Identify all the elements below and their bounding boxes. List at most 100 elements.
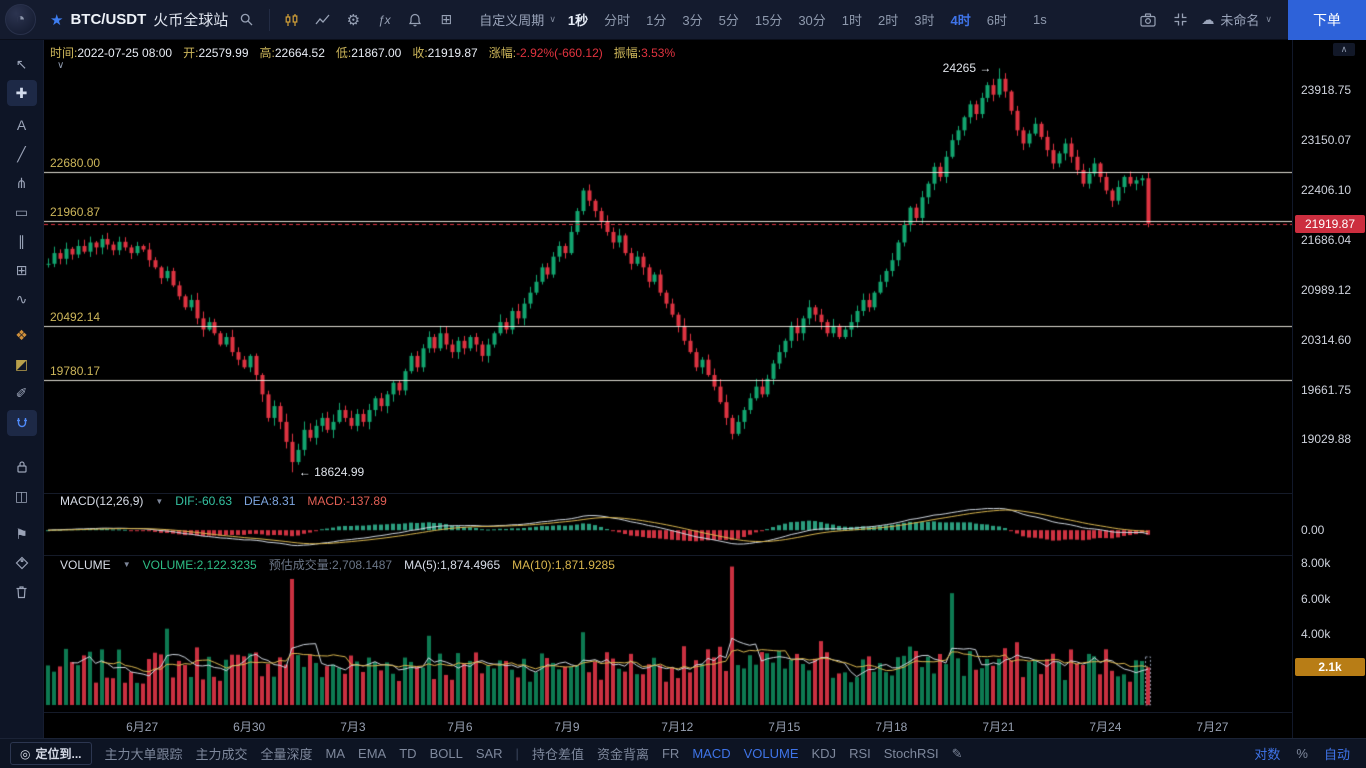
bottom-item-BOLL[interactable]: BOLL bbox=[429, 746, 463, 761]
scale-item-%[interactable]: % bbox=[1296, 746, 1308, 761]
indicator-item-StochRSI[interactable]: StochRSI bbox=[883, 746, 939, 761]
chevron-down-icon[interactable]: ▼ bbox=[155, 496, 164, 506]
wave-icon: ∿ bbox=[15, 290, 28, 307]
price-line-label: 21960.87 bbox=[50, 204, 101, 219]
macd-title[interactable]: MACD(12,26,9) bbox=[60, 494, 144, 508]
alert-icon[interactable] bbox=[404, 9, 426, 31]
indicator-item-持仓差值[interactable]: 持仓差值 bbox=[531, 747, 584, 762]
bottom-item-EMA[interactable]: EMA bbox=[358, 746, 387, 761]
price-tick: 23150.07 bbox=[1301, 133, 1352, 148]
trendline-tool[interactable]: ╱ bbox=[7, 141, 37, 167]
brush-icon: ❖ bbox=[15, 326, 28, 343]
flag-tool[interactable]: ⚑ bbox=[7, 521, 37, 547]
compare-icon[interactable] bbox=[311, 9, 333, 31]
kline-style-icon[interactable] bbox=[280, 9, 302, 31]
indicators-icon[interactable]: ƒx bbox=[377, 12, 391, 27]
collapse-info-icon[interactable]: ∨ bbox=[57, 60, 65, 71]
time-tick: 7月21 bbox=[982, 720, 1015, 734]
magnet-icon bbox=[15, 416, 29, 430]
timeframe-30分[interactable]: 30分 bbox=[798, 13, 826, 28]
settings-icon[interactable]: ⚙ bbox=[346, 11, 361, 29]
pattern-tool[interactable]: ◩ bbox=[7, 351, 37, 377]
crosshair-tool[interactable]: ✚ bbox=[6, 80, 37, 106]
timeframe-3时[interactable]: 3时 bbox=[914, 13, 935, 28]
macd-panel-canvas[interactable] bbox=[44, 493, 1292, 555]
bottom-item-主力成交[interactable]: 主力成交 bbox=[195, 747, 248, 762]
chart-tools-group: ⚙ ƒx ⊞ bbox=[270, 9, 467, 31]
wave-tool[interactable]: ∿ bbox=[7, 286, 37, 312]
indicator-item-资金背离[interactable]: 资金背离 bbox=[596, 747, 649, 762]
scale-item-自动[interactable]: 自动 bbox=[1323, 747, 1350, 762]
timeframe-6时[interactable]: 6时 bbox=[986, 13, 1007, 28]
time-tick: 7月3 bbox=[340, 720, 366, 734]
timeframe-4时[interactable]: 4时 bbox=[950, 13, 971, 28]
custom-period-menu[interactable]: 自定义周期 ∨ bbox=[479, 10, 556, 29]
bottom-item-SAR[interactable]: SAR bbox=[475, 746, 503, 761]
info-label: 振幅: bbox=[613, 46, 642, 60]
info-value: 21919.87 bbox=[427, 46, 478, 60]
timeframe-分时[interactable]: 分时 bbox=[604, 13, 631, 28]
channel-tool[interactable]: ∥ bbox=[7, 228, 37, 254]
search-icon[interactable] bbox=[235, 9, 257, 31]
grid-tool[interactable]: ⊞ bbox=[7, 257, 37, 283]
locate-button[interactable]: ◎ 定位到... bbox=[10, 742, 92, 765]
cursor-icon: ↖ bbox=[15, 55, 28, 72]
channel-icon: ∥ bbox=[18, 232, 25, 249]
timeframe-1s[interactable]: 1s bbox=[1032, 12, 1047, 27]
volume-title[interactable]: VOLUME bbox=[60, 557, 111, 572]
rectangle-tool[interactable]: ▭ bbox=[7, 199, 37, 225]
place-order-button[interactable]: 下单 bbox=[1288, 0, 1366, 40]
trash-tool[interactable] bbox=[7, 579, 37, 605]
time-tick: 7月12 bbox=[661, 720, 694, 734]
bottom-item-全量深度[interactable]: 全量深度 bbox=[260, 747, 313, 762]
text-tool[interactable]: A bbox=[7, 112, 37, 138]
rename-tool[interactable] bbox=[7, 550, 37, 576]
symbol-selector[interactable]: ★ BTC/USDT 火币全球站 bbox=[46, 8, 271, 31]
lock-tool[interactable] bbox=[7, 454, 37, 480]
timeframe-3分[interactable]: 3分 bbox=[682, 13, 703, 28]
screenshot-icon[interactable] bbox=[1137, 9, 1159, 31]
layers-icon: ◫ bbox=[14, 487, 29, 504]
timeframe-1时[interactable]: 1时 bbox=[841, 13, 863, 28]
indicator-settings-icon[interactable]: ✎ bbox=[951, 745, 963, 761]
timeframe-5分[interactable]: 5分 bbox=[718, 13, 739, 28]
price-axis[interactable]: ∧ 21919.87 0.00 2.1k 23918.75 23150.07 224… bbox=[1292, 40, 1366, 738]
chevron-down-icon[interactable]: ▼ bbox=[122, 560, 131, 569]
time-tick: 7月27 bbox=[1196, 720, 1229, 734]
main-chart-canvas[interactable] bbox=[44, 40, 1292, 493]
cursor-tool[interactable]: ↖ bbox=[7, 51, 37, 77]
cloud-icon: ☁ bbox=[1201, 11, 1215, 27]
volume-panel-canvas[interactable] bbox=[44, 555, 1292, 712]
favorite-star-icon[interactable]: ★ bbox=[50, 11, 64, 29]
bottom-item-主力大单跟踪[interactable]: 主力大单跟踪 bbox=[104, 747, 183, 762]
timeframe-15分[interactable]: 15分 bbox=[754, 13, 783, 28]
time-axis[interactable]: 6月27 6月30 7月3 7月6 7月9 7月12 7月15 7月18 7月21 7月24 7月2… bbox=[44, 712, 1292, 738]
macd-value: DIF:-60.63 bbox=[175, 494, 232, 508]
info-value: 21867.00 bbox=[351, 46, 402, 60]
bottom-item-TD[interactable]: TD bbox=[399, 746, 417, 761]
layout-menu[interactable]: ☁ 未命名 ∨ bbox=[1201, 10, 1272, 29]
indicator-item-MACD[interactable]: MACD bbox=[692, 746, 731, 761]
scroll-up-icon[interactable]: ∧ bbox=[1333, 43, 1355, 56]
indicator-item-RSI[interactable]: RSI bbox=[849, 746, 871, 761]
price-line-label: 20492.14 bbox=[50, 310, 101, 325]
timeframe-1秒[interactable]: 1秒 bbox=[567, 13, 589, 28]
indicator-item-KDJ[interactable]: KDJ bbox=[811, 746, 837, 761]
bottom-item-MA[interactable]: MA bbox=[325, 746, 346, 761]
pitchfork-tool[interactable]: ⋔ bbox=[7, 170, 37, 196]
indicator-item-VOLUME[interactable]: VOLUME bbox=[743, 746, 799, 761]
locate-label: 定位到... bbox=[35, 747, 82, 761]
app-logo-icon[interactable]: ◔ bbox=[5, 4, 36, 35]
magnet-tool[interactable] bbox=[6, 410, 37, 436]
price-tick: 20314.60 bbox=[1301, 332, 1352, 347]
timeframe-2时[interactable]: 2时 bbox=[878, 13, 899, 28]
timeframe-1分[interactable]: 1分 bbox=[646, 13, 667, 28]
layers-tool[interactable]: ◫ bbox=[7, 483, 37, 509]
scale-item-对数[interactable]: 对数 bbox=[1254, 747, 1281, 762]
ruler-tool[interactable]: ✐ bbox=[7, 380, 37, 406]
indicator-item-FR[interactable]: FR bbox=[661, 746, 680, 761]
layout-icon[interactable]: ⊞ bbox=[440, 11, 453, 27]
brush-tool[interactable]: ❖ bbox=[7, 322, 37, 348]
exit-fullscreen-icon[interactable] bbox=[1169, 9, 1191, 31]
